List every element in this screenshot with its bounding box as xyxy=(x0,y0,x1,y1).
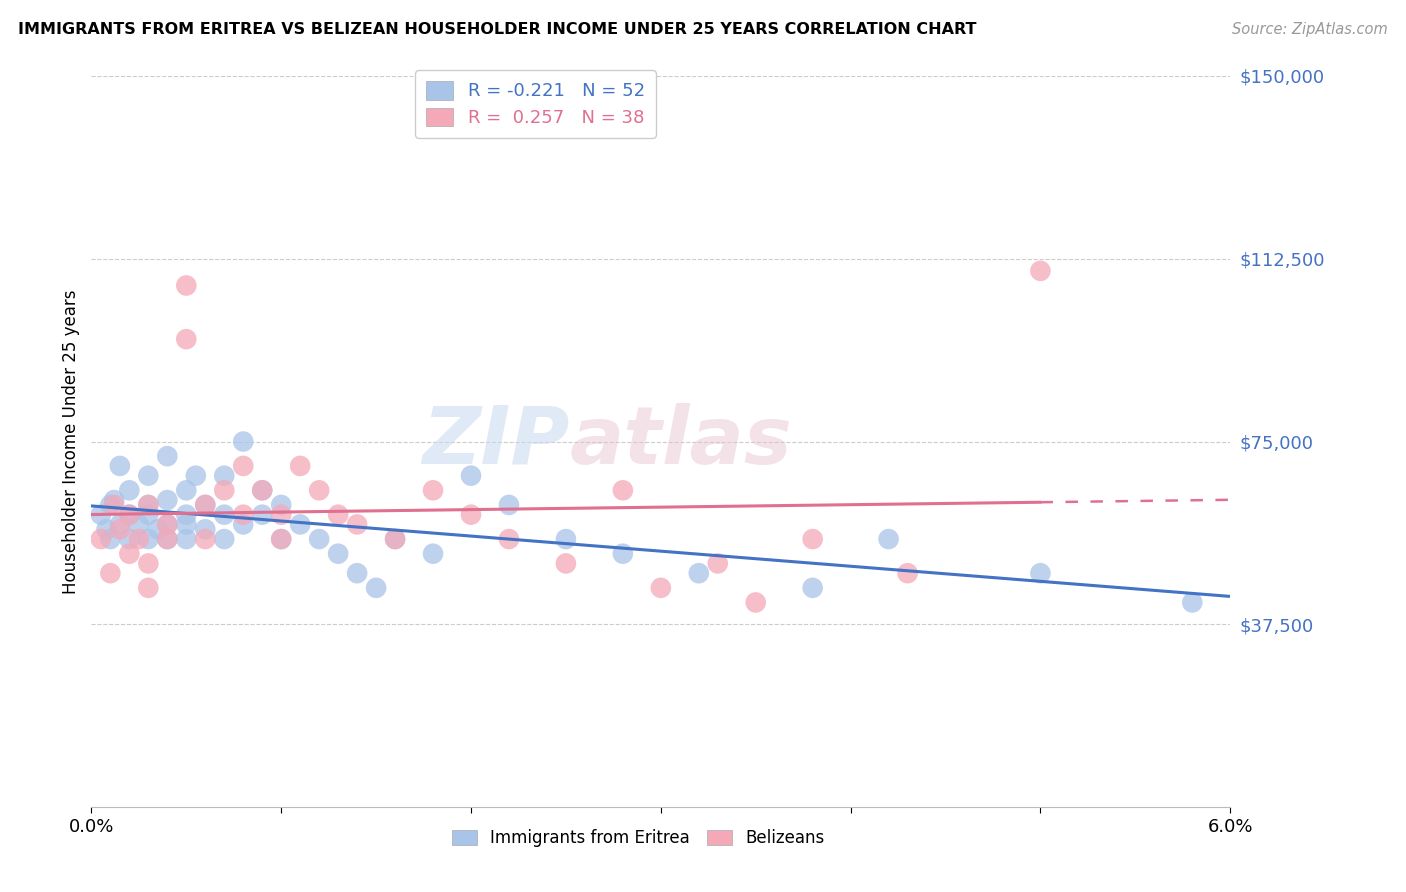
Point xyxy=(801,532,824,546)
Text: Source: ZipAtlas.com: Source: ZipAtlas.com xyxy=(1232,22,1388,37)
Point xyxy=(90,532,112,546)
Point xyxy=(346,566,368,581)
Point xyxy=(98,566,122,581)
Point xyxy=(270,498,292,512)
Point xyxy=(184,468,207,483)
Text: ZIP: ZIP xyxy=(422,402,569,481)
Legend: Immigrants from Eritrea, Belizeans: Immigrants from Eritrea, Belizeans xyxy=(446,822,831,854)
Point xyxy=(103,498,125,512)
Point xyxy=(308,532,330,546)
Point xyxy=(498,532,520,546)
Point xyxy=(138,532,160,546)
Point xyxy=(326,547,349,561)
Point xyxy=(128,532,150,546)
Point xyxy=(384,532,406,546)
Point xyxy=(156,532,179,546)
Point xyxy=(364,581,387,595)
Point xyxy=(250,483,273,498)
Point xyxy=(194,498,217,512)
Point xyxy=(108,522,131,536)
Point xyxy=(118,547,141,561)
Point xyxy=(174,278,197,293)
Point xyxy=(174,532,197,546)
Point xyxy=(650,581,672,595)
Point xyxy=(174,483,197,498)
Point xyxy=(270,532,292,546)
Point xyxy=(194,532,217,546)
Text: atlas: atlas xyxy=(569,402,793,481)
Point xyxy=(194,498,217,512)
Point xyxy=(498,498,520,512)
Point xyxy=(214,508,236,522)
Point xyxy=(460,468,482,483)
Y-axis label: Householder Income Under 25 years: Householder Income Under 25 years xyxy=(62,289,80,594)
Point xyxy=(1181,595,1204,609)
Point xyxy=(138,468,160,483)
Point xyxy=(138,498,160,512)
Point xyxy=(103,493,125,508)
Text: IMMIGRANTS FROM ERITREA VS BELIZEAN HOUSEHOLDER INCOME UNDER 25 YEARS CORRELATIO: IMMIGRANTS FROM ERITREA VS BELIZEAN HOUS… xyxy=(18,22,977,37)
Point xyxy=(118,508,141,522)
Point xyxy=(688,566,710,581)
Point xyxy=(326,508,349,522)
Point xyxy=(555,532,578,546)
Point xyxy=(1029,566,1052,581)
Point xyxy=(214,468,236,483)
Point xyxy=(1029,264,1052,278)
Point xyxy=(290,517,312,532)
Point xyxy=(422,483,444,498)
Point xyxy=(138,498,160,512)
Point xyxy=(138,557,160,571)
Point xyxy=(108,517,131,532)
Point xyxy=(128,517,150,532)
Point xyxy=(156,517,179,532)
Point xyxy=(612,547,634,561)
Point xyxy=(146,522,169,536)
Point xyxy=(156,532,179,546)
Point xyxy=(98,532,122,546)
Point xyxy=(90,508,112,522)
Point xyxy=(174,332,197,346)
Point xyxy=(555,557,578,571)
Point xyxy=(118,532,141,546)
Point xyxy=(460,508,482,522)
Point xyxy=(174,517,197,532)
Point xyxy=(707,557,730,571)
Point xyxy=(156,517,179,532)
Point xyxy=(108,458,131,473)
Point xyxy=(118,483,141,498)
Point xyxy=(138,581,160,595)
Point xyxy=(346,517,368,532)
Point xyxy=(118,508,141,522)
Point xyxy=(138,508,160,522)
Point xyxy=(384,532,406,546)
Point xyxy=(232,458,254,473)
Point xyxy=(250,508,273,522)
Point xyxy=(232,508,254,522)
Point xyxy=(214,483,236,498)
Point xyxy=(308,483,330,498)
Point xyxy=(156,493,179,508)
Point xyxy=(98,498,122,512)
Point xyxy=(194,522,217,536)
Point xyxy=(232,517,254,532)
Point xyxy=(250,483,273,498)
Point xyxy=(801,581,824,595)
Point xyxy=(290,458,312,473)
Point xyxy=(156,449,179,463)
Point xyxy=(270,532,292,546)
Point xyxy=(174,508,197,522)
Point xyxy=(232,434,254,449)
Point xyxy=(612,483,634,498)
Point xyxy=(745,595,768,609)
Point xyxy=(214,532,236,546)
Point xyxy=(270,508,292,522)
Point xyxy=(422,547,444,561)
Point xyxy=(897,566,920,581)
Point xyxy=(96,522,118,536)
Point xyxy=(877,532,900,546)
